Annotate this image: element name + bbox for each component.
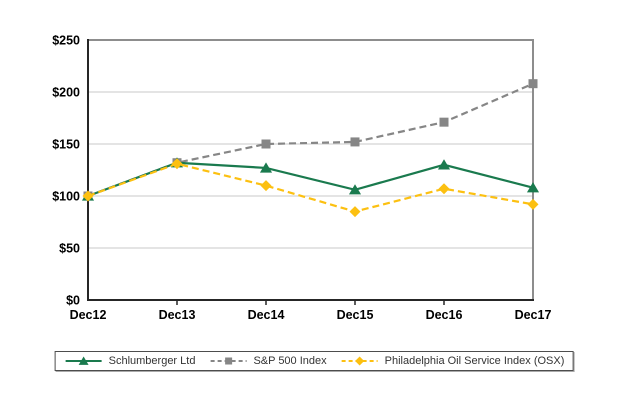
x-axis-label: Dec16: [426, 308, 463, 322]
legend-item-schlumberger: Schlumberger Ltd: [64, 355, 196, 367]
legend-label-schlumberger: Schlumberger Ltd: [108, 355, 196, 367]
y-axis-label: $250: [52, 34, 80, 48]
series-marker-2: [171, 158, 183, 170]
series-marker-2: [260, 180, 272, 192]
series-marker-2: [438, 183, 450, 195]
legend-label-sp500: S&P 500 Index: [253, 355, 327, 367]
sp500-line-swatch-icon: [210, 357, 247, 365]
swatch-marker: [78, 356, 89, 365]
series-marker-2: [527, 198, 539, 210]
x-axis-label: Dec14: [248, 308, 285, 322]
series-line-2: [87, 162, 534, 213]
series-marker-2: [349, 206, 361, 218]
x-axis-label: Dec15: [337, 308, 374, 322]
series-marker-1: [439, 117, 449, 127]
swatch-marker: [355, 356, 365, 366]
x-axis-label: Dec17: [515, 308, 552, 322]
x-axis-label: Dec12: [70, 308, 107, 322]
series-marker-0: [437, 159, 451, 170]
legend-label-osx: Philadelphia Oil Service Index (OSX): [384, 355, 565, 367]
legend-item-sp500: S&P 500 Index: [208, 355, 327, 367]
y-axis-label: $100: [52, 190, 80, 204]
legend-item-osx: Philadelphia Oil Service Index (OSX): [340, 355, 565, 367]
series-marker-2: [82, 190, 94, 202]
series-marker-1: [350, 137, 360, 147]
performance-chart: $0 $50 $100 $150 $200 $250 Dec12 Dec13 Dec14 Dec1…: [52, 34, 552, 323]
y-axis-label: $50: [59, 242, 80, 256]
y-axis-label: $200: [52, 86, 80, 100]
series-marker-0: [348, 184, 362, 195]
series-line-0: [87, 161, 534, 198]
series-marker-1: [528, 79, 538, 89]
legend: Schlumberger Ltd S&P 500 Index Philadelp…: [54, 351, 574, 371]
osx-line-swatch-icon: [341, 356, 378, 366]
y-axis-label: $150: [52, 138, 80, 152]
series-marker-1: [261, 139, 271, 149]
schlumberger-line-swatch-icon: [65, 356, 102, 365]
series-marker-0: [259, 162, 273, 173]
swatch-marker: [224, 357, 232, 365]
y-axis-label: $0: [66, 294, 80, 308]
series-marker-0: [526, 182, 540, 193]
x-axis-label: Dec13: [159, 308, 196, 322]
